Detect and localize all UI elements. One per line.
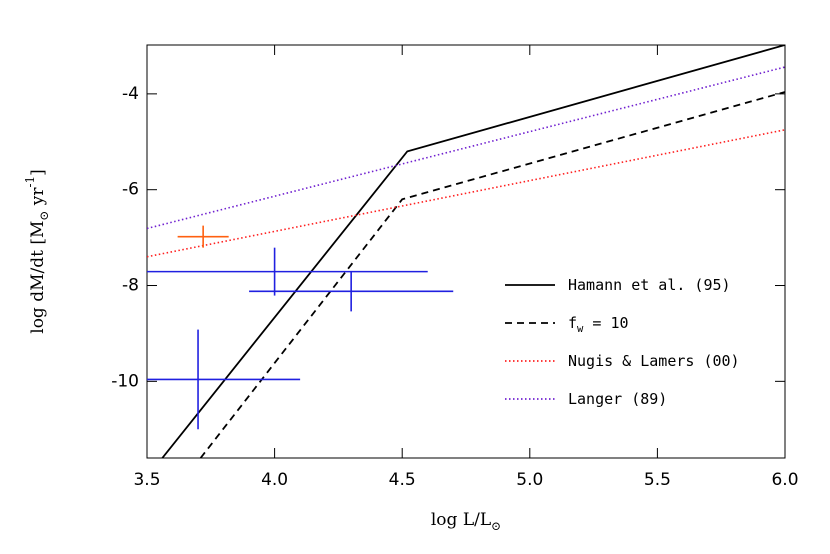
legend-label: Langer (89) — [568, 390, 667, 408]
y-tick-label: -8 — [122, 276, 139, 296]
x-tick-label: 5.5 — [644, 470, 671, 490]
legend-label: Nugis & Lamers (00) — [568, 352, 740, 370]
y-tick-label: -6 — [122, 180, 139, 200]
series-line — [147, 66, 785, 230]
series-line — [199, 91, 785, 458]
x-tick-label: 3.5 — [133, 470, 160, 490]
legend-label: Hamann et al. (95) — [568, 276, 731, 294]
series-line — [161, 45, 785, 458]
x-axis-label: log L/L⊙ — [431, 510, 501, 534]
y-tick-label: -4 — [122, 84, 139, 104]
legend-label: fw = 10 — [568, 314, 629, 336]
y-axis-label: log dM/dt [M⊙ yr-1] — [23, 169, 51, 333]
plot-frame — [146, 44, 786, 459]
x-tick-label: 4.5 — [389, 470, 416, 490]
x-tick-label: 6.0 — [771, 470, 798, 490]
y-tick-label: -10 — [111, 371, 139, 391]
series-line — [147, 129, 785, 258]
x-tick-label: 5.0 — [516, 470, 543, 490]
plot-area — [147, 45, 785, 458]
x-tick-label: 4.0 — [261, 470, 288, 490]
